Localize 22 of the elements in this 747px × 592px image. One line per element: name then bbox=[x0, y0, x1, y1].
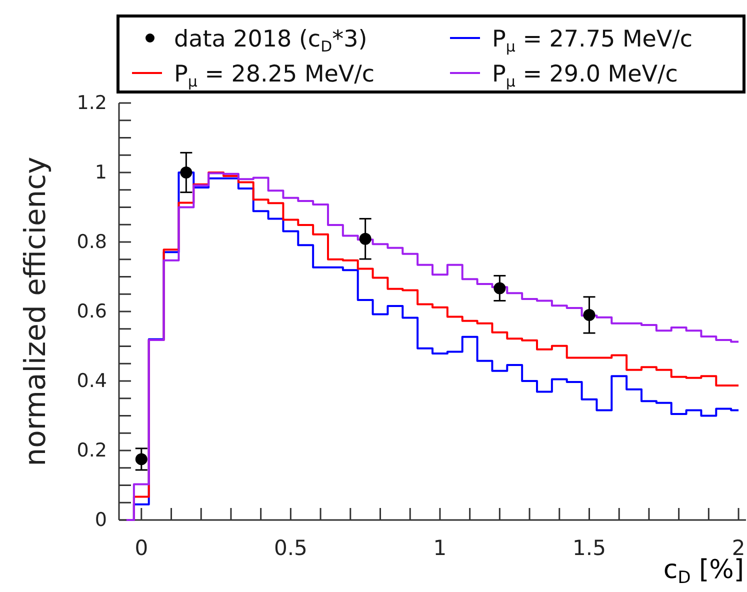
legend-label: P$_{μ}$ = 29.0 MeV/c bbox=[492, 61, 678, 90]
point bbox=[135, 453, 148, 466]
x-tick-label: 0.5 bbox=[274, 536, 308, 560]
y-axis-title: normalized efficiency bbox=[18, 156, 52, 466]
legend-label: data 2018 (c$_{D}$*3) bbox=[174, 26, 368, 55]
y-tick-label: 1 bbox=[94, 162, 107, 184]
point bbox=[494, 282, 506, 294]
x-axis-title: c$_{D}$ [%] bbox=[663, 555, 744, 588]
y-tick-label: 0.8 bbox=[76, 231, 107, 254]
point bbox=[583, 308, 596, 321]
x-tick-label: 1.5 bbox=[572, 536, 606, 560]
y-tick-label: 0.4 bbox=[76, 370, 107, 392]
y-tick-label: 0.6 bbox=[76, 300, 107, 323]
y-tick-label: 0 bbox=[94, 509, 107, 532]
legend-label: P$_{μ}$ = 28.25 MeV/c bbox=[174, 61, 375, 90]
x-tick-label: 1 bbox=[433, 536, 447, 560]
point bbox=[359, 232, 372, 245]
y-tick-label: 0.2 bbox=[76, 440, 107, 462]
legend-label: P$_{μ}$ = 27.75 MeV/c bbox=[492, 26, 693, 55]
y-tick-label: 1.2 bbox=[76, 92, 107, 114]
point bbox=[180, 166, 192, 178]
x-tick-label: 0 bbox=[134, 536, 148, 560]
